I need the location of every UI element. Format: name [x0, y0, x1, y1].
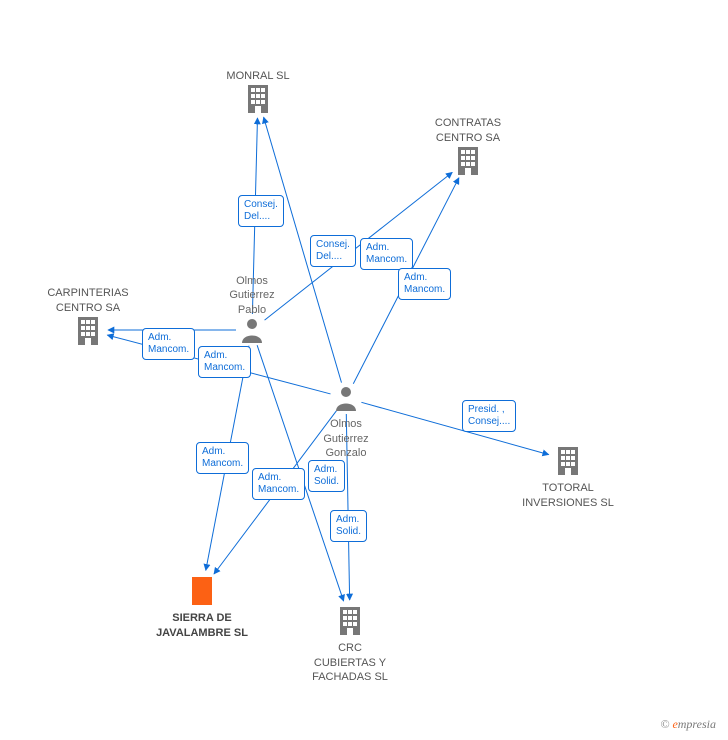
edge-label-pablo-carpinterias[interactable]: Adm.Mancom. — [142, 328, 195, 360]
node-label-sierra: SIERRA DEJAVALAMBRE SL — [152, 611, 252, 640]
node-label-crc: CRCCUBIERTAS YFACHADAS SL — [300, 641, 400, 684]
edge-label-gonzalo-monral[interactable]: Consej.Del.... — [310, 235, 356, 267]
node-label-totoral: TOTORALINVERSIONES SL — [518, 481, 618, 510]
edge-label-gonzalo-carpinterias[interactable]: Adm.Mancom. — [198, 346, 251, 378]
node-label-gonzalo: OlmosGutierrezGonzalo — [296, 417, 396, 460]
node-label-contratas: CONTRATASCENTRO SA — [418, 116, 518, 145]
watermark-text: mpresia — [678, 717, 716, 731]
node-sierra[interactable]: SIERRA DEJAVALAMBRE SL — [152, 575, 252, 640]
edge-label-pablo-sierra[interactable]: Adm.Mancom. — [196, 442, 249, 474]
edge-label-gonzalo-totoral[interactable]: Presid. ,Consej.... — [462, 400, 516, 432]
edge-label-gonzalo-crc[interactable]: Adm.Solid. — [330, 510, 367, 542]
node-totoral[interactable]: TOTORALINVERSIONES SL — [518, 445, 618, 510]
node-pablo[interactable]: OlmosGutierrezPablo — [202, 272, 302, 347]
edge-label-pablo-crc[interactable]: Adm.Solid. — [308, 460, 345, 492]
node-gonzalo[interactable]: OlmosGutierrezGonzalo — [296, 385, 396, 460]
edge-label-gonzalo-sierra[interactable]: Adm.Mancom. — [252, 468, 305, 500]
node-label-pablo: OlmosGutierrezPablo — [202, 274, 302, 317]
watermark: © empresia — [660, 717, 716, 732]
edge-label-gonzalo-contratas[interactable]: Adm.Mancom. — [398, 268, 451, 300]
node-label-monral: MONRAL SL — [208, 69, 308, 83]
node-label-carpinterias: CARPINTERIASCENTRO SA — [38, 286, 138, 315]
node-contratas[interactable]: CONTRATASCENTRO SA — [418, 114, 518, 179]
node-crc[interactable]: CRCCUBIERTAS YFACHADAS SL — [300, 605, 400, 684]
node-monral[interactable]: MONRAL SL — [208, 67, 308, 118]
edge-label-pablo-monral[interactable]: Consej.Del.... — [238, 195, 284, 227]
edge-label-pablo-contratas[interactable]: Adm.Mancom. — [360, 238, 413, 270]
node-carpinterias[interactable]: CARPINTERIASCENTRO SA — [38, 284, 138, 349]
copyright-symbol: © — [660, 717, 669, 731]
